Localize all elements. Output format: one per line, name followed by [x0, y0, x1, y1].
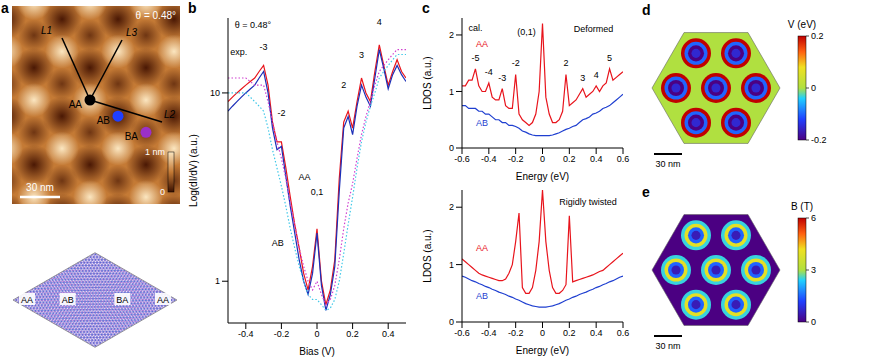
svg-text:0.2: 0.2 [811, 31, 824, 41]
svg-text:exp.: exp. [230, 47, 247, 57]
svg-text:1 nm: 1 nm [145, 147, 165, 157]
svg-text:1: 1 [449, 87, 454, 97]
svg-text:10: 10 [210, 88, 220, 98]
svg-text:1: 1 [449, 260, 454, 270]
svg-text:Log(dI/dV) (a.u.): Log(dI/dV) (a.u.) [188, 134, 199, 207]
svg-text:-4: -4 [485, 67, 493, 77]
svg-text:LDOS (a.u.): LDOS (a.u.) [422, 56, 433, 109]
svg-text:0: 0 [540, 328, 545, 338]
svg-text:5: 5 [607, 53, 612, 63]
svg-text:2: 2 [449, 202, 454, 212]
svg-text:L3: L3 [126, 27, 138, 38]
svg-text:0.6: 0.6 [617, 328, 630, 338]
svg-text:1: 1 [215, 276, 220, 286]
svg-text:0: 0 [160, 187, 165, 197]
svg-text:-0.2: -0.2 [508, 328, 524, 338]
svg-text:-5: -5 [471, 53, 479, 63]
svg-text:AA: AA [69, 99, 83, 110]
svg-text:AB: AB [476, 118, 488, 128]
svg-text:Energy (eV): Energy (eV) [516, 345, 569, 356]
svg-text:AB: AB [476, 291, 488, 301]
svg-text:0.2: 0.2 [346, 329, 359, 339]
svg-text:-0.2: -0.2 [274, 329, 290, 339]
svg-text:-2: -2 [277, 108, 285, 118]
svg-text:3: 3 [580, 73, 585, 83]
svg-text:-0.2: -0.2 [508, 154, 524, 164]
svg-text:2: 2 [341, 80, 346, 90]
svg-text:Bias (V): Bias (V) [299, 346, 335, 357]
svg-text:AA: AA [476, 39, 488, 49]
svg-text:0: 0 [449, 143, 454, 153]
svg-text:3: 3 [811, 265, 816, 275]
svg-text:-0.6: -0.6 [454, 328, 470, 338]
svg-text:0.4: 0.4 [590, 154, 603, 164]
svg-text:AB: AB [97, 115, 111, 126]
svg-text:(0,1): (0,1) [517, 27, 536, 37]
svg-text:0: 0 [811, 83, 816, 93]
svg-text:Energy (eV): Energy (eV) [516, 171, 569, 182]
svg-text:30 nm: 30 nm [655, 341, 680, 351]
svg-text:0.2: 0.2 [563, 154, 576, 164]
svg-text:AA: AA [157, 295, 169, 305]
svg-text:L1: L1 [41, 25, 52, 36]
svg-text:AA: AA [299, 172, 311, 182]
svg-text:BA: BA [116, 295, 128, 305]
svg-text:0.6: 0.6 [617, 154, 630, 164]
svg-text:-0.4: -0.4 [481, 154, 497, 164]
html-text:d: d [642, 2, 651, 18]
svg-text:BA: BA [125, 131, 139, 142]
svg-text:-0.4: -0.4 [481, 328, 497, 338]
svg-text:2: 2 [563, 58, 568, 68]
html-text:b: b [188, 0, 197, 16]
svg-text:4: 4 [377, 17, 382, 27]
svg-text:cal.: cal. [468, 23, 482, 33]
svg-text:-3: -3 [498, 73, 506, 83]
html-text:c: c [422, 0, 430, 16]
svg-text:0.4: 0.4 [590, 328, 603, 338]
svg-text:0.4: 0.4 [382, 329, 395, 339]
svg-text:30 nm: 30 nm [26, 182, 54, 193]
svg-text:-0.2: -0.2 [811, 135, 827, 145]
svg-text:L2: L2 [164, 109, 176, 120]
svg-text:-0.4: -0.4 [238, 329, 254, 339]
svg-text:AB: AB [272, 238, 284, 248]
svg-text:30 nm: 30 nm [655, 159, 680, 169]
svg-text:0,1: 0,1 [311, 187, 324, 197]
svg-text:3: 3 [359, 50, 364, 60]
svg-text:θ = 0.48°: θ = 0.48° [136, 10, 176, 21]
svg-text:6: 6 [811, 213, 816, 223]
svg-text:0.2: 0.2 [563, 328, 576, 338]
svg-text:Rigidly twisted: Rigidly twisted [559, 197, 617, 207]
svg-text:0: 0 [449, 317, 454, 327]
svg-text:0: 0 [314, 329, 319, 339]
html-text:a: a [1, 0, 9, 16]
svg-text:2: 2 [449, 30, 454, 40]
svg-text:V (eV): V (eV) [788, 19, 816, 30]
svg-text:AA: AA [21, 295, 33, 305]
svg-text:θ = 0.48°: θ = 0.48° [235, 20, 272, 30]
svg-text:Deformed: Deformed [574, 24, 614, 34]
svg-text:0: 0 [540, 154, 545, 164]
svg-text:4: 4 [594, 70, 599, 80]
svg-text:AB: AB [62, 295, 74, 305]
svg-text:-0.6: -0.6 [454, 154, 470, 164]
svg-text:B (T): B (T) [791, 201, 813, 212]
svg-text:0: 0 [811, 317, 816, 327]
svg-text:AA: AA [476, 243, 488, 253]
svg-text:-3: -3 [260, 42, 268, 52]
svg-text:LDOS (a.u.): LDOS (a.u.) [422, 229, 433, 282]
svg-text:-2: -2 [512, 58, 520, 68]
html-text:e: e [642, 184, 650, 200]
